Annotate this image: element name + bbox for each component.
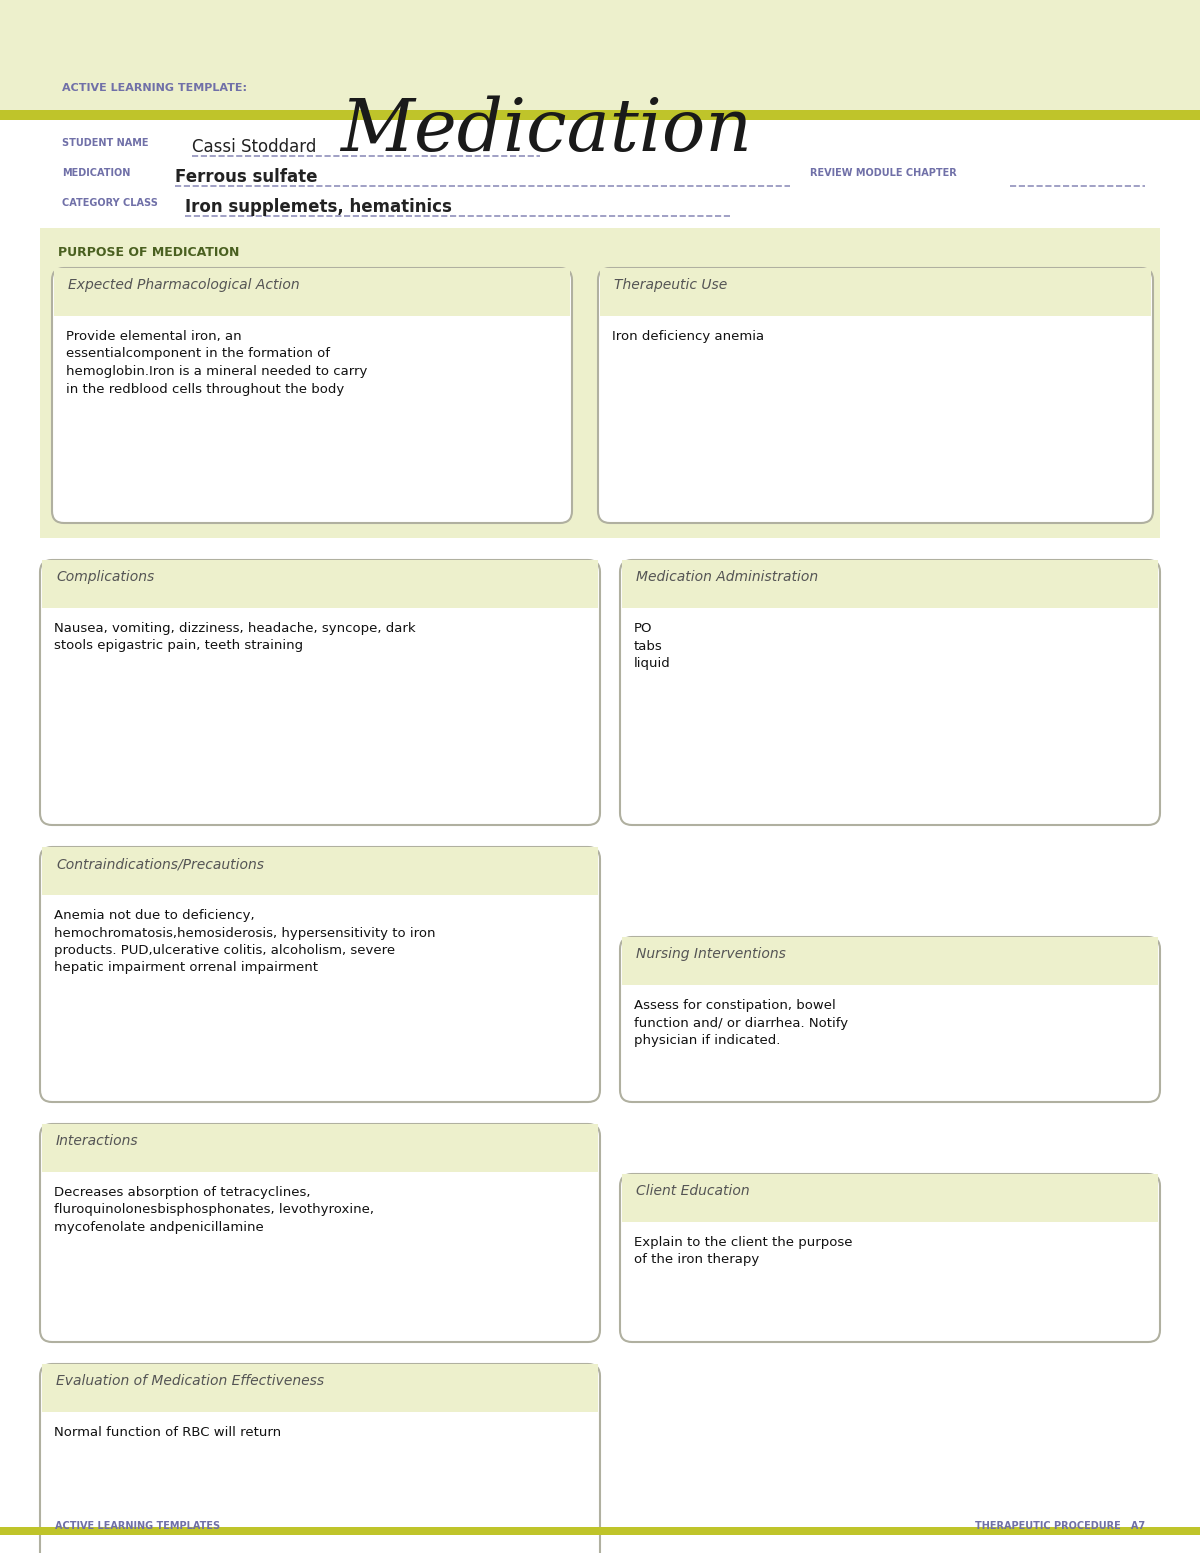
Text: Medication: Medication xyxy=(340,95,752,166)
Text: Interactions: Interactions xyxy=(56,1134,139,1148)
Text: Ferrous sulfate: Ferrous sulfate xyxy=(175,168,318,186)
FancyBboxPatch shape xyxy=(620,1174,1160,1342)
Text: Contraindications/Precautions: Contraindications/Precautions xyxy=(56,857,264,871)
Text: MEDICATION: MEDICATION xyxy=(62,168,131,179)
Text: Explain to the client the purpose
of the iron therapy: Explain to the client the purpose of the… xyxy=(634,1236,852,1267)
Bar xyxy=(42,1364,598,1412)
Text: ACTIVE LEARNING TEMPLATE:: ACTIVE LEARNING TEMPLATE: xyxy=(62,82,247,93)
FancyBboxPatch shape xyxy=(40,561,600,825)
Text: Client Education: Client Education xyxy=(636,1183,750,1197)
Text: ACTIVE LEARNING TEMPLATES: ACTIVE LEARNING TEMPLATES xyxy=(55,1520,220,1531)
Text: THERAPEUTIC PROCEDURE   A7: THERAPEUTIC PROCEDURE A7 xyxy=(974,1520,1145,1531)
Text: Anemia not due to deficiency,
hemochromatosis,hemosiderosis, hypersensitivity to: Anemia not due to deficiency, hemochroma… xyxy=(54,909,436,974)
Text: Complications: Complications xyxy=(56,570,155,584)
FancyBboxPatch shape xyxy=(620,561,1160,825)
Text: Iron supplemets, hematinics: Iron supplemets, hematinics xyxy=(185,197,452,216)
FancyBboxPatch shape xyxy=(598,269,1153,523)
Bar xyxy=(622,1174,1158,1222)
Bar xyxy=(42,846,598,895)
Bar xyxy=(0,110,1200,120)
Bar xyxy=(0,1527,1200,1534)
Bar xyxy=(42,1124,598,1173)
Text: Nausea, vomiting, dizziness, headache, syncope, dark
stools epigastric pain, tee: Nausea, vomiting, dizziness, headache, s… xyxy=(54,623,415,652)
Text: Assess for constipation, bowel
function and/ or diarrhea. Notify
physician if in: Assess for constipation, bowel function … xyxy=(634,999,848,1047)
FancyBboxPatch shape xyxy=(52,269,572,523)
Bar xyxy=(54,269,570,315)
Bar xyxy=(622,936,1158,985)
Text: PURPOSE OF MEDICATION: PURPOSE OF MEDICATION xyxy=(58,245,239,259)
Bar xyxy=(622,561,1158,609)
Text: PO
tabs
liquid: PO tabs liquid xyxy=(634,623,671,669)
Bar xyxy=(600,269,1151,315)
FancyBboxPatch shape xyxy=(40,1124,600,1342)
Text: Evaluation of Medication Effectiveness: Evaluation of Medication Effectiveness xyxy=(56,1374,324,1388)
Text: Nursing Interventions: Nursing Interventions xyxy=(636,947,786,961)
Text: Cassi Stoddard: Cassi Stoddard xyxy=(192,138,317,155)
Bar xyxy=(0,0,1200,120)
Text: Medication Administration: Medication Administration xyxy=(636,570,818,584)
Text: Provide elemental iron, an
essentialcomponent in the formation of
hemoglobin.Iro: Provide elemental iron, an essentialcomp… xyxy=(66,329,367,396)
FancyBboxPatch shape xyxy=(40,1364,600,1553)
Text: Iron deficiency anemia: Iron deficiency anemia xyxy=(612,329,764,343)
FancyBboxPatch shape xyxy=(620,936,1160,1103)
Text: Normal function of RBC will return: Normal function of RBC will return xyxy=(54,1426,281,1440)
Text: REVIEW MODULE CHAPTER: REVIEW MODULE CHAPTER xyxy=(810,168,956,179)
FancyBboxPatch shape xyxy=(40,846,600,1103)
Bar xyxy=(40,228,1160,537)
Text: CATEGORY CLASS: CATEGORY CLASS xyxy=(62,197,158,208)
Bar xyxy=(42,561,598,609)
Text: Decreases absorption of tetracyclines,
fluroquinolonesbisphosphonates, levothyro: Decreases absorption of tetracyclines, f… xyxy=(54,1186,374,1235)
Text: Expected Pharmacological Action: Expected Pharmacological Action xyxy=(68,278,300,292)
Text: STUDENT NAME: STUDENT NAME xyxy=(62,138,149,148)
Text: Therapeutic Use: Therapeutic Use xyxy=(614,278,727,292)
